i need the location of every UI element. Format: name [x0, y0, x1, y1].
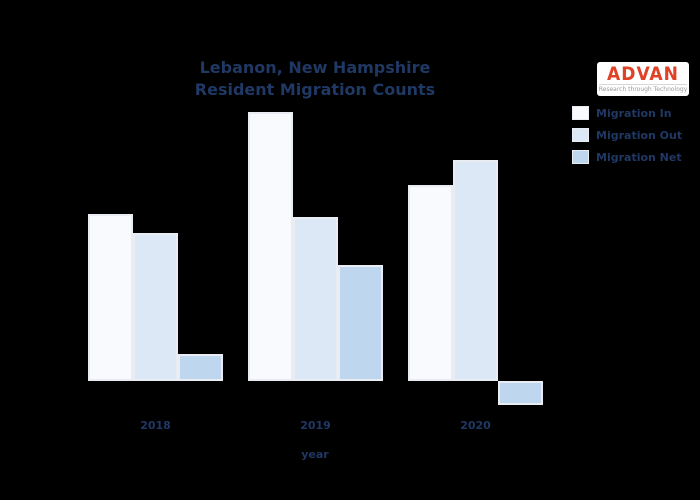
legend-item-migration-in: Migration In	[572, 102, 682, 124]
chart-legend: Migration In Migration Out Migration Net	[572, 102, 682, 168]
chart-title-line1: Lebanon, New Hampshire	[199, 58, 431, 77]
advan-logo-text: ADVAN	[607, 63, 679, 85]
advan-logo: ADVAN Research through Technology	[597, 62, 689, 96]
advan-logo-tagline: Research through Technology	[598, 84, 688, 93]
bar-migration-in-2018	[88, 214, 133, 381]
legend-label-migration-in: Migration In	[596, 106, 672, 120]
bar-migration-in-2019	[248, 112, 293, 381]
bar-migration-out-2020	[453, 160, 498, 381]
legend-item-migration-net: Migration Net	[572, 146, 682, 168]
bar-migration-net-2019	[338, 265, 383, 381]
legend-label-migration-net: Migration Net	[596, 150, 682, 164]
legend-label-migration-out: Migration Out	[596, 128, 683, 142]
chart-title: Lebanon, New Hampshire Resident Migratio…	[115, 57, 515, 101]
x-axis-title: year	[301, 448, 329, 461]
bar-migration-net-2018	[178, 354, 223, 381]
x-tick-label-2019: 2019	[300, 419, 331, 432]
chart-title-line2: Resident Migration Counts	[194, 80, 436, 99]
bar-migration-out-2018	[133, 233, 178, 381]
x-tick-label-2018: 2018	[140, 419, 171, 432]
legend-swatch-migration-in	[572, 106, 589, 120]
x-tick-label-2020: 2020	[460, 419, 491, 432]
bar-migration-out-2019	[293, 217, 338, 381]
legend-item-migration-out: Migration Out	[572, 124, 682, 146]
legend-swatch-migration-net	[572, 150, 589, 164]
legend-swatch-migration-out	[572, 128, 589, 142]
bar-migration-in-2020	[408, 185, 453, 381]
bar-migration-net-2020	[498, 381, 543, 405]
